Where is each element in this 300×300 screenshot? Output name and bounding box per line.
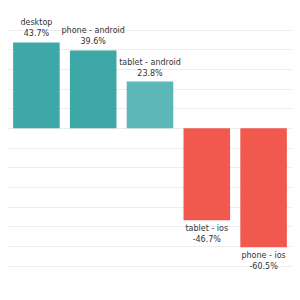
svg-text:43.7%: 43.7%	[24, 29, 50, 38]
svg-text:23.8%: 23.8%	[137, 69, 163, 78]
svg-text:tablet - ios: tablet - ios	[185, 224, 228, 233]
svg-text:phone - android: phone - android	[62, 26, 125, 35]
svg-text:-46.7%: -46.7%	[193, 235, 222, 244]
svg-text:-60.5%: -60.5%	[249, 262, 278, 271]
svg-text:phone - ios: phone - ios	[241, 251, 285, 260]
svg-text:39.6%: 39.6%	[80, 37, 106, 46]
svg-text:tablet - android: tablet - android	[119, 58, 181, 67]
svg-text:desktop: desktop	[20, 18, 52, 27]
